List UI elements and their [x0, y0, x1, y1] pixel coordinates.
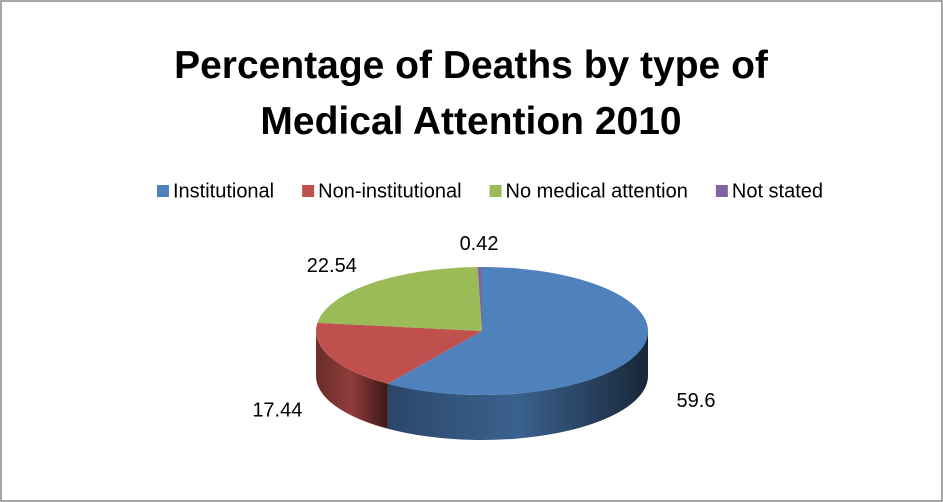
legend-swatch: [715, 185, 728, 197]
pie-side: [387, 331, 648, 440]
legend-swatch: [489, 185, 502, 197]
pie-slice: [387, 267, 648, 395]
legend-label: Institutional: [173, 180, 274, 202]
pie-slice: [317, 267, 482, 331]
data-label: 22.54: [307, 255, 357, 277]
legend-label: Non-institutional: [318, 180, 461, 202]
legend-label: Not stated: [732, 180, 823, 202]
legend-swatch: [302, 185, 315, 197]
legend-label: No medical attention: [506, 180, 688, 202]
data-label: 59.6: [677, 390, 716, 412]
legend-swatch: [156, 185, 169, 197]
data-label: 17.44: [252, 399, 302, 421]
chart-title: Percentage of Deaths by type of Medical …: [174, 44, 768, 143]
pie-slice: [315, 322, 482, 384]
data-label: 0.42: [460, 233, 499, 255]
pie-side: [316, 331, 388, 429]
pie-slice: [477, 267, 482, 331]
